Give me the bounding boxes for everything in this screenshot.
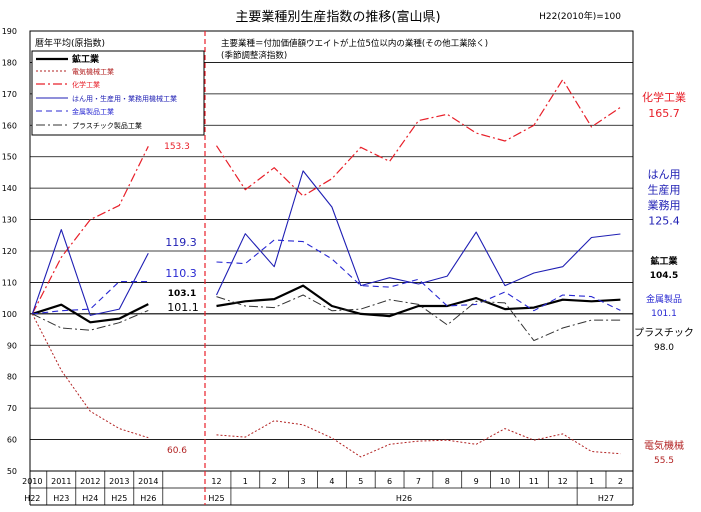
- era-label: H23: [53, 494, 69, 503]
- series-line-plastic-annual: [32, 309, 149, 331]
- y-tick-label: 150: [2, 153, 17, 162]
- y-tick-label: 70: [7, 404, 17, 413]
- x-tick-label: 12: [211, 477, 221, 486]
- x-tick-label: 2014: [138, 477, 158, 486]
- x-tick-label: 2013: [109, 477, 129, 486]
- y-tick-label: 110: [2, 278, 17, 287]
- side-label-general: 125.4: [648, 215, 680, 228]
- legend-label-electric: 電気機械工業: [72, 67, 114, 76]
- y-tick-label: 50: [7, 467, 17, 476]
- legend-box: [31, 50, 205, 136]
- series-line-mining-monthly: [216, 284, 621, 318]
- x-tick-label: 9: [474, 477, 479, 486]
- x-tick-label: 11: [529, 477, 539, 486]
- y-tick-label: 80: [7, 373, 17, 382]
- series-line-general-annual: [31, 229, 149, 316]
- side-label-chemical: 化学工業: [642, 90, 686, 104]
- x-tick-label: 2: [618, 477, 623, 486]
- series-line-electric-annual: [31, 313, 149, 439]
- x-tick-label: 1: [243, 477, 248, 486]
- x-tick-label: 8: [445, 477, 450, 486]
- era-label: H22: [24, 494, 40, 503]
- y-tick-label: 90: [7, 341, 17, 350]
- series-line-plastic-monthly: [216, 294, 621, 342]
- x-tick-label: 10: [500, 477, 510, 486]
- era-label: H26: [140, 494, 156, 503]
- data-label-metal: 110.3: [165, 267, 197, 280]
- side-label-mining: 鉱工業: [650, 255, 678, 267]
- side-label-chemical: 165.7: [648, 107, 680, 120]
- y-tick-label: 190: [2, 27, 17, 36]
- base-note: H22(2010年)=100: [539, 10, 621, 22]
- x-tick-label: 2011: [51, 477, 71, 486]
- y-tick-label: 140: [2, 184, 17, 193]
- x-tick-label: 3: [301, 477, 306, 486]
- era-label: H27: [598, 494, 614, 503]
- y-tick-label: 120: [2, 247, 17, 256]
- y-tick-label: 170: [2, 90, 17, 99]
- y-tick-label: 60: [7, 436, 17, 445]
- series-line-chemical-annual: [31, 146, 149, 315]
- data-label-general: 119.3: [165, 236, 197, 249]
- era-label: H25: [111, 494, 127, 503]
- side-label-mining: 104.5: [650, 271, 678, 281]
- monthly-panel-heading: 主要業種＝付加価値額ウエイトが上位5位以内の業種(その他工業除く): [221, 38, 488, 49]
- era-label: H24: [82, 494, 98, 503]
- plot-border: [29, 30, 634, 472]
- legend-label-plastic: プラスチック製品工業: [72, 121, 142, 130]
- x-tick-label: 5: [358, 477, 363, 486]
- y-tick-label: 130: [2, 216, 17, 225]
- data-label-mining: 103.1: [168, 289, 196, 299]
- legend-label-metal: 金属製品工業: [72, 107, 114, 116]
- x-tick-label: 4: [329, 477, 334, 486]
- era-label: H25: [208, 494, 224, 503]
- legend-label-mining: 鉱工業: [72, 53, 100, 65]
- data-label-plastic: 101.1: [167, 301, 199, 314]
- side-label-general: 生産用: [648, 183, 681, 197]
- side-label-electric: 電気機械: [644, 439, 684, 452]
- chart-title: 主要業種別生産指数の推移(富山県): [235, 9, 440, 25]
- data-label-electric: 60.6: [167, 446, 187, 456]
- side-label-electric: 55.5: [654, 456, 674, 466]
- x-tick-label: 2012: [80, 477, 100, 486]
- x-tick-label: 7: [416, 477, 421, 486]
- x-tick-label: 2: [272, 477, 277, 486]
- side-label-plastic: 98.0: [654, 343, 674, 353]
- side-label-general: はん用: [648, 168, 681, 181]
- y-tick-label: 160: [2, 121, 17, 130]
- x-tick-label: 2010: [22, 477, 42, 486]
- side-label-metal: 101.1: [651, 309, 677, 319]
- x-tick-label: 12: [558, 477, 568, 486]
- y-tick-label: 100: [2, 310, 17, 319]
- annual-panel-heading: 暦年平均(原指数): [35, 37, 105, 49]
- data-label-chemical: 153.3: [164, 142, 190, 152]
- series-line-mining-annual: [31, 303, 149, 324]
- series-line-electric-monthly: [216, 420, 621, 458]
- series-line-chemical-monthly: [215, 79, 621, 197]
- legend-label-general: はん用・生産用・業務用機械工業: [72, 94, 177, 103]
- era-label: H26: [396, 494, 412, 503]
- x-tick-label: 6: [387, 477, 392, 486]
- side-label-plastic: プラスチック: [634, 327, 694, 339]
- series-line-general-monthly: [216, 170, 621, 296]
- side-label-metal: 金属製品: [646, 293, 682, 305]
- legend-label-chemical: 化学工業: [72, 80, 100, 89]
- side-label-general: 業務用: [648, 198, 681, 212]
- y-tick-label: 180: [2, 58, 17, 67]
- monthly-panel-subheading: (季節調整済指数): [221, 50, 287, 61]
- x-tick-label: 1: [589, 477, 594, 486]
- series-line-metal-monthly: [216, 239, 621, 312]
